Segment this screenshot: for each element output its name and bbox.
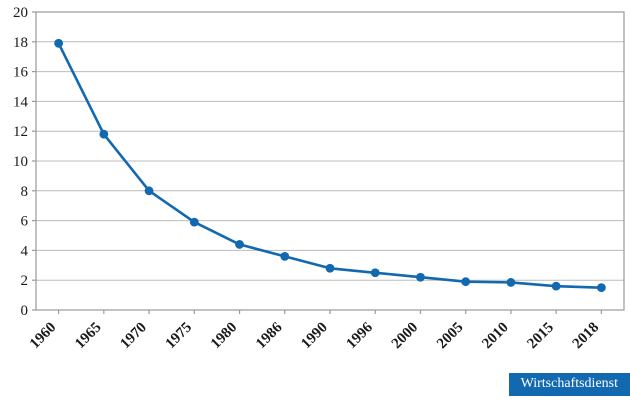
data-point-marker [506, 278, 516, 287]
x-tick-label: 1960 [27, 320, 60, 353]
data-point-marker [551, 281, 561, 291]
x-tick-label: 1996 [344, 319, 377, 352]
y-tick-label: 18 [13, 35, 28, 51]
y-tick-label: 4 [21, 243, 29, 259]
x-tick-label: 1970 [117, 320, 150, 353]
x-tick-label: 1986 [253, 319, 286, 352]
x-tick-label: 1965 [72, 320, 105, 353]
y-tick-label: 14 [13, 94, 29, 110]
y-tick-label: 6 [21, 214, 29, 230]
data-line [57, 41, 603, 290]
x-tick-label: 2015 [524, 320, 557, 353]
data-point-marker [54, 38, 64, 48]
data-point-marker [144, 186, 154, 196]
x-tick-label: 2010 [479, 320, 512, 353]
x-tick-label: 2018 [570, 320, 603, 353]
y-tick-label: 8 [21, 184, 29, 200]
data-point-marker [280, 251, 290, 261]
data-point-marker [596, 283, 606, 293]
y-tick-label: 2 [21, 273, 29, 289]
data-point-marker [235, 240, 244, 249]
y-tick-label: 16 [13, 65, 29, 81]
y-tick-label: 20 [13, 5, 28, 21]
x-tick-label: 2005 [434, 320, 467, 353]
source-badge: Wirtschaftsdienst [508, 373, 630, 396]
x-tick-label: 1975 [163, 320, 196, 353]
x-tick-label: 1980 [208, 320, 241, 353]
y-tick-label: 0 [21, 303, 29, 319]
x-tick-label: 1990 [298, 320, 331, 353]
data-point-marker [325, 263, 335, 273]
data-point-marker [99, 129, 109, 139]
data-point-marker [370, 268, 380, 278]
x-tick-label: 2000 [389, 320, 422, 353]
data-point-marker [461, 277, 471, 287]
data-point-marker [189, 217, 199, 227]
y-tick-label: 10 [13, 154, 28, 170]
y-tick-label: 12 [13, 124, 28, 140]
data-point-marker [416, 272, 425, 282]
